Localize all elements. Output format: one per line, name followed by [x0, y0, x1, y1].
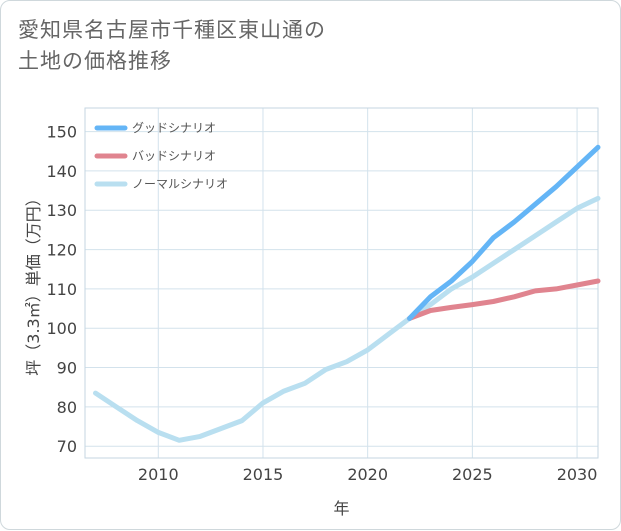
y-tick-label: 80 [57, 398, 77, 417]
x-tick-label: 2010 [138, 465, 179, 484]
y-tick-label: 70 [57, 437, 77, 456]
y-tick-label: 150 [46, 123, 77, 142]
series-lines [93, 144, 601, 443]
chart-title: 愛知県名古屋市千種区東山通の 土地の価格推移 [18, 15, 326, 77]
y-tick-label: 140 [46, 162, 77, 181]
gridlines [85, 108, 598, 458]
chart-title-line-2: 土地の価格推移 [18, 49, 172, 73]
y-tick-label: 90 [57, 359, 77, 378]
x-axis-label: 年 [333, 499, 349, 518]
series-line-2 [93, 195, 601, 443]
legend-label-0: グッドシナリオ [132, 121, 216, 135]
y-tick-label: 100 [46, 319, 77, 338]
y-tick-label: 130 [46, 201, 77, 220]
y-axis-label: 坪（3.3㎡）単価（万円） [24, 190, 43, 375]
x-axis-ticks: 2010 2015 2020 2025 2030 [138, 465, 597, 484]
x-tick-label: 2030 [557, 465, 598, 484]
x-tick-label: 2015 [243, 465, 284, 484]
legend-label-1: バッドシナリオ [132, 149, 216, 163]
x-tick-label: 2025 [452, 465, 493, 484]
x-tick-label: 2020 [347, 465, 388, 484]
y-tick-label: 120 [46, 241, 77, 260]
series-line-0 [407, 144, 601, 321]
chart-title-line-1: 愛知県名古屋市千種区東山通の [18, 18, 326, 42]
y-axis-ticks: 70 80 90 100 110 120 130 140 150 [46, 123, 77, 457]
legend-label-2: ノーマルシナリオ [132, 177, 228, 191]
series-line-1 [407, 278, 601, 321]
y-tick-label: 110 [46, 280, 77, 299]
